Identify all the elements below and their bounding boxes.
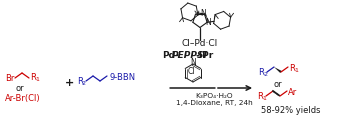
Text: K₃PO₄·H₂O: K₃PO₄·H₂O	[195, 93, 233, 99]
Text: or: or	[274, 80, 283, 89]
Text: Pd-: Pd-	[162, 50, 179, 59]
Text: N: N	[201, 9, 206, 18]
Text: Cl–Pd·Cl: Cl–Pd·Cl	[182, 39, 218, 48]
Text: PEPPSI: PEPPSI	[172, 50, 208, 59]
Text: -IPr: -IPr	[196, 50, 214, 59]
Text: or: or	[15, 84, 24, 92]
Text: Ar-Br(Cl): Ar-Br(Cl)	[5, 94, 40, 102]
Text: Ar: Ar	[288, 87, 297, 96]
Text: 58-92% yields: 58-92% yields	[261, 106, 321, 115]
Text: R: R	[258, 68, 264, 76]
Text: 1: 1	[294, 68, 298, 73]
Text: R: R	[77, 76, 83, 85]
Polygon shape	[274, 67, 282, 73]
Text: +: +	[64, 78, 74, 88]
Text: 1: 1	[262, 95, 266, 100]
Text: R: R	[257, 91, 263, 100]
Text: R: R	[289, 64, 295, 73]
Text: N: N	[205, 18, 211, 27]
Text: 1,4-Dioxane, RT, 24h: 1,4-Dioxane, RT, 24h	[176, 100, 252, 106]
Text: Br: Br	[5, 74, 14, 83]
Text: 1: 1	[35, 77, 39, 82]
Text: 2: 2	[263, 71, 267, 76]
Text: N: N	[190, 58, 196, 67]
Text: 9-BBN: 9-BBN	[109, 73, 135, 82]
Text: Cl: Cl	[187, 67, 195, 76]
Text: 2: 2	[82, 80, 86, 85]
Text: R: R	[30, 73, 36, 81]
